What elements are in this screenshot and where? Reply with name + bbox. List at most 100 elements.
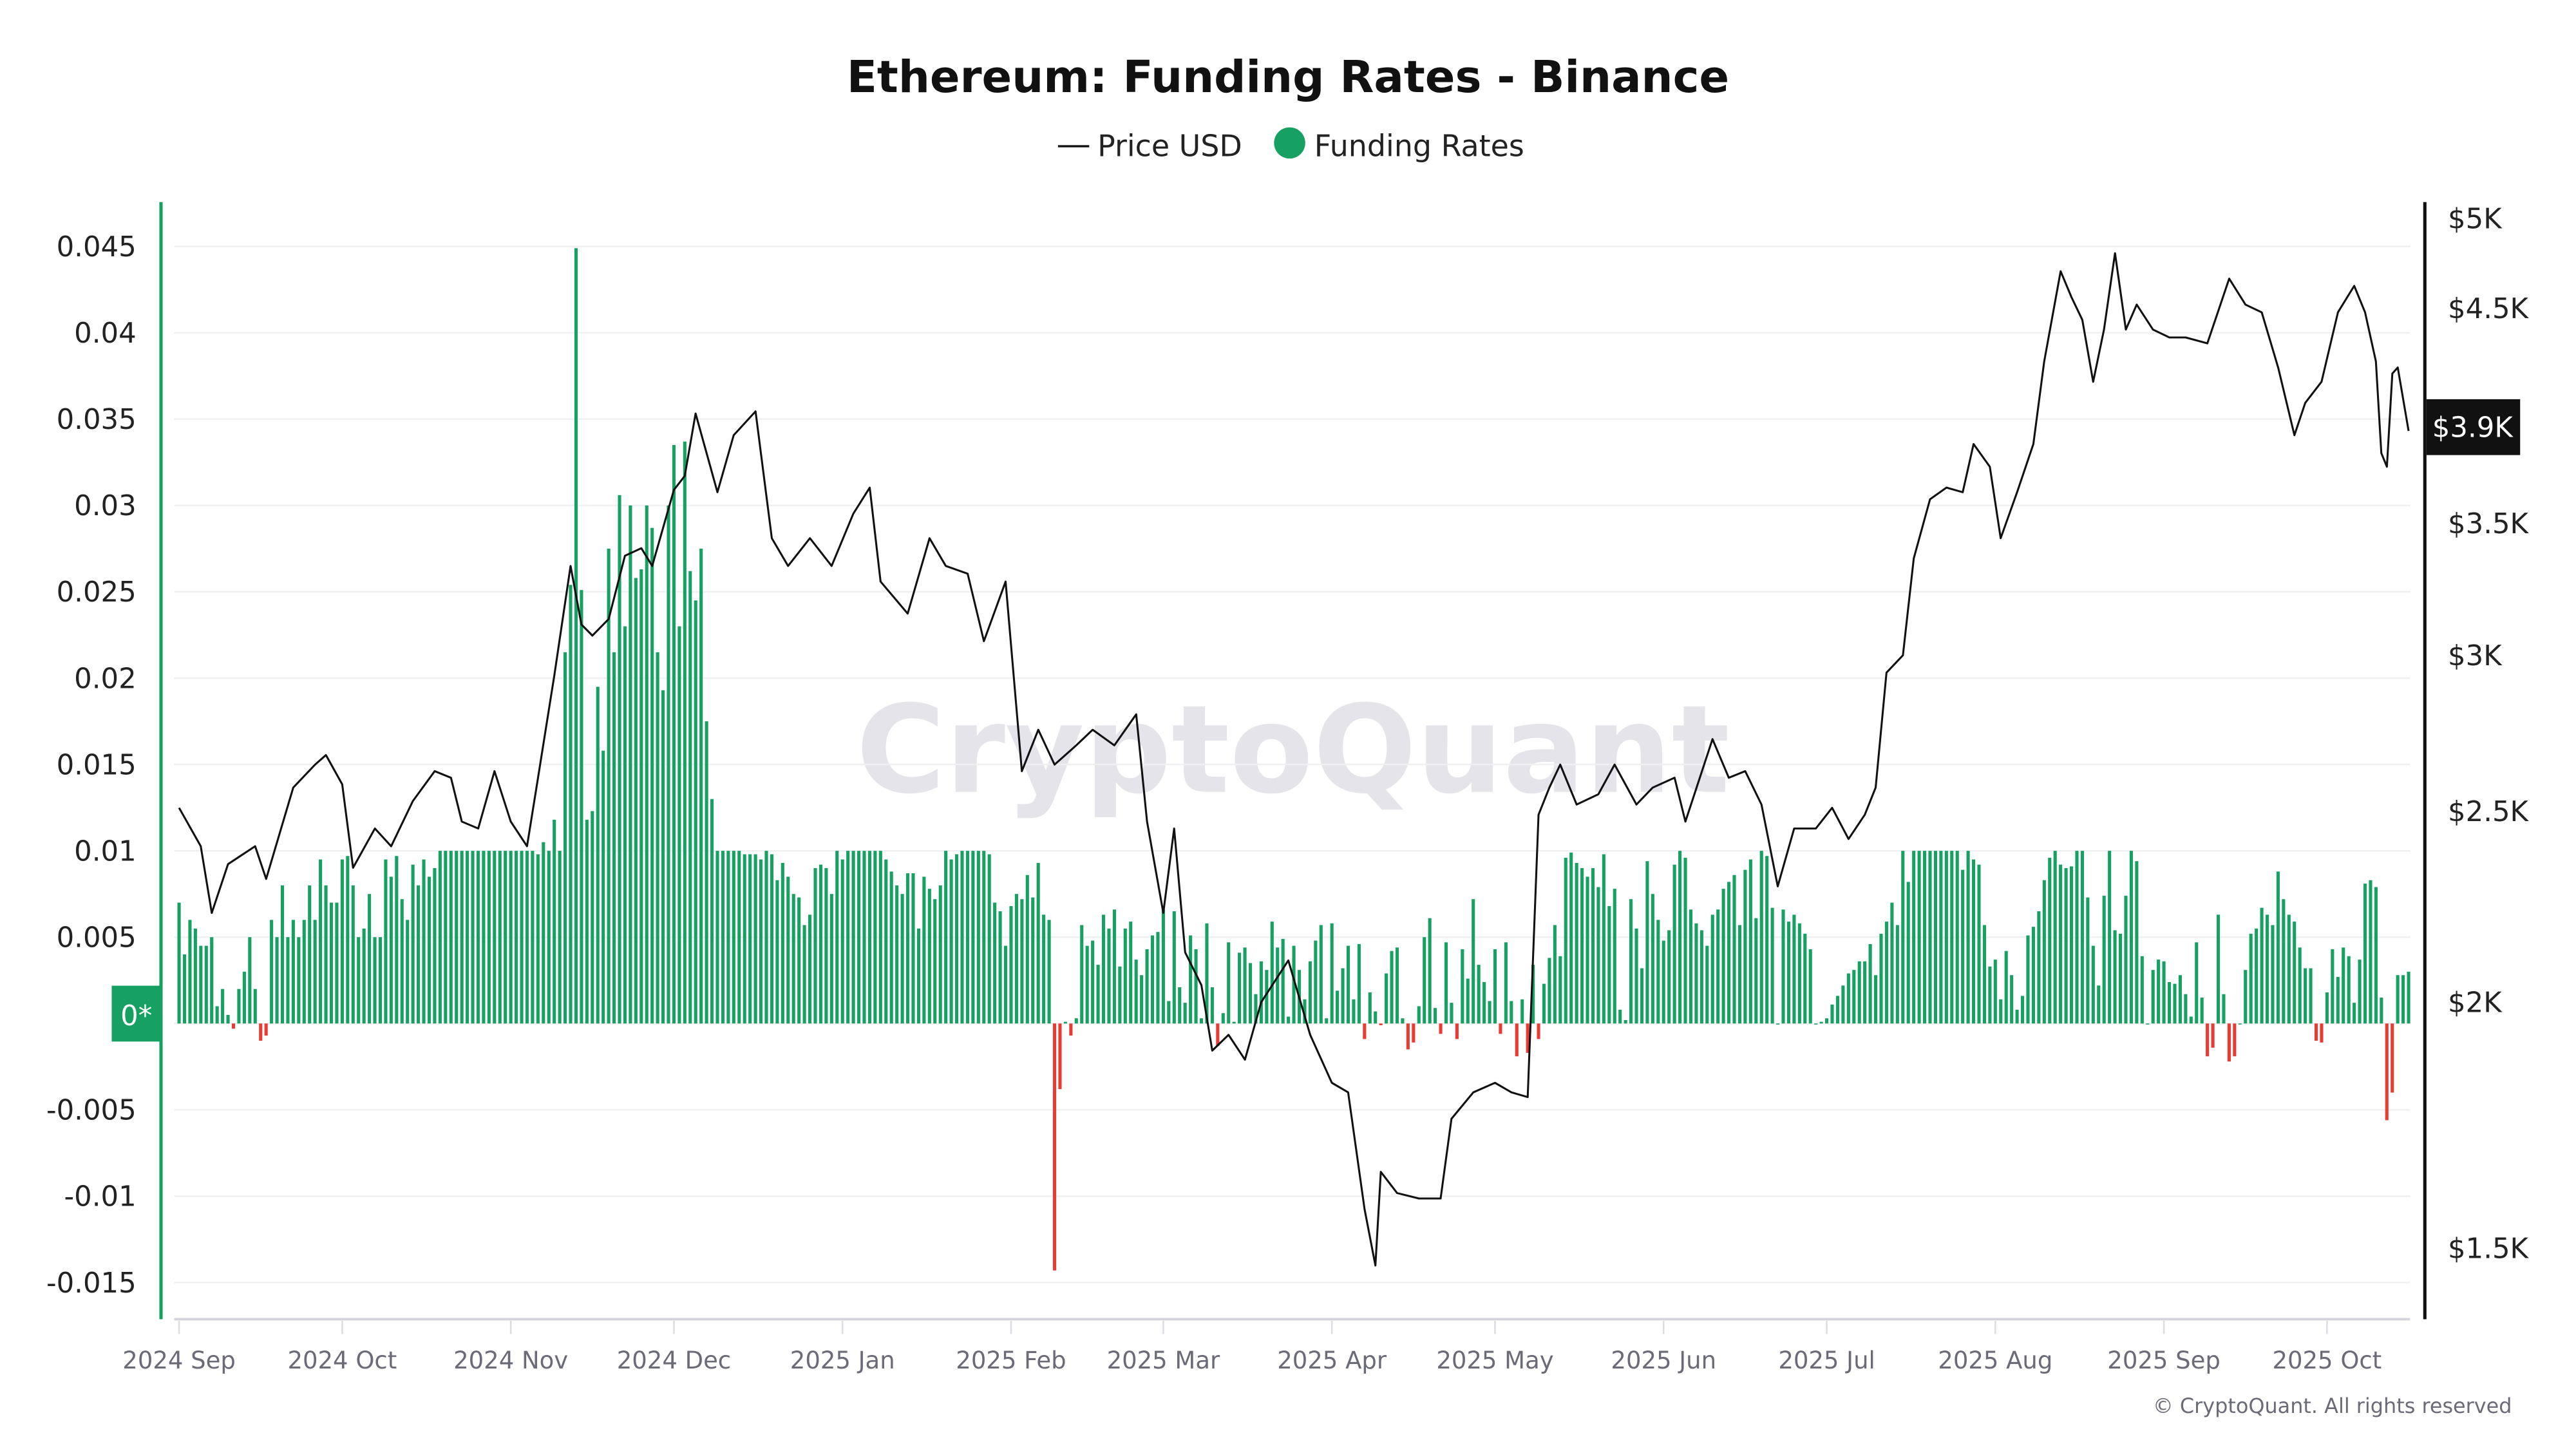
funding-bar-positive bbox=[1727, 882, 1731, 1024]
funding-bar-positive bbox=[1955, 851, 1959, 1024]
funding-bar-positive bbox=[319, 859, 323, 1024]
funding-bar-positive bbox=[1531, 965, 1535, 1024]
funding-bar-positive bbox=[650, 527, 654, 1024]
funding-bar-positive bbox=[884, 859, 888, 1024]
funding-bar-positive bbox=[2293, 922, 2297, 1024]
funding-bar-positive bbox=[2336, 976, 2340, 1024]
funding-bar-positive bbox=[2118, 933, 2123, 1024]
funding-bar-positive bbox=[1036, 862, 1040, 1024]
funding-bar-positive bbox=[2369, 880, 2372, 1024]
funding-bar-positive bbox=[400, 899, 404, 1024]
funding-bar-positive bbox=[417, 885, 421, 1024]
x-tick-label: 2025 Sep bbox=[2107, 1347, 2221, 1374]
funding-bar-negative bbox=[1515, 1023, 1519, 1057]
funding-bar-positive bbox=[1423, 937, 1426, 1024]
funding-bar-positive bbox=[612, 652, 616, 1024]
right-tick-label: $3K bbox=[2448, 640, 2503, 672]
funding-bar-negative bbox=[2206, 1023, 2210, 1057]
funding-bar-negative bbox=[2211, 1023, 2215, 1048]
funding-bar-positive bbox=[2059, 864, 2063, 1024]
funding-bar-positive bbox=[2216, 914, 2221, 1024]
funding-bar-positive bbox=[2108, 851, 2112, 1024]
funding-bar-positive bbox=[1450, 1003, 1454, 1024]
funding-bar-positive bbox=[368, 894, 372, 1024]
price-line bbox=[178, 252, 2410, 1267]
funding-bar-positive bbox=[1199, 1018, 1204, 1024]
funding-bar-positive bbox=[1493, 949, 1497, 1024]
funding-bar-positive bbox=[1003, 945, 1008, 1024]
funding-bar-positive bbox=[1243, 947, 1247, 1024]
funding-bar-positive bbox=[1020, 899, 1024, 1024]
funding-bar-negative bbox=[231, 1023, 236, 1029]
funding-bar-positive bbox=[2222, 994, 2226, 1024]
funding-bar-positive bbox=[1368, 992, 1372, 1024]
funding-bar-positive bbox=[1167, 1001, 1171, 1024]
funding-bar-positive bbox=[618, 495, 621, 1024]
x-axis-ticks: 2024 Sep 2024 Oct 2024 Nov 2024 Dec 2025 Jan… bbox=[122, 1321, 2382, 1374]
funding-bar-positive bbox=[1895, 925, 1899, 1024]
funding-bar-positive bbox=[1014, 894, 1018, 1024]
funding-bar-positive bbox=[802, 925, 806, 1024]
funding-bar-positive bbox=[1770, 907, 1774, 1024]
funding-bar-negative bbox=[1455, 1023, 1459, 1039]
funding-bar-positive bbox=[1352, 999, 1356, 1024]
funding-bar-negative bbox=[1058, 1023, 1062, 1090]
funding-bar-positive bbox=[2309, 968, 2313, 1024]
funding-bar-positive bbox=[846, 851, 850, 1024]
funding-bar-positive bbox=[487, 851, 491, 1024]
funding-bar-positive bbox=[851, 851, 855, 1024]
funding-bar-positive bbox=[726, 851, 730, 1024]
funding-bar-positive bbox=[2162, 961, 2166, 1024]
funding-bar-positive bbox=[1852, 970, 1856, 1024]
funding-bar-positive bbox=[1716, 909, 1720, 1024]
funding-bar-positive bbox=[1797, 923, 1801, 1024]
funding-bar-positive bbox=[1830, 1004, 1834, 1024]
funding-bar-positive bbox=[1765, 856, 1769, 1024]
funding-bar-positive bbox=[302, 920, 306, 1024]
funding-bar-positive bbox=[1977, 864, 1981, 1024]
left-tick-label: -0.015 bbox=[46, 1267, 137, 1300]
funding-bar-positive bbox=[1303, 999, 1307, 1024]
funding-bar-positive bbox=[2069, 866, 2074, 1024]
funding-bar-positive bbox=[1835, 996, 1839, 1024]
funding-bar-positive bbox=[987, 854, 991, 1024]
funding-bar-positive bbox=[2064, 867, 2068, 1024]
funding-bar-negative bbox=[2233, 1023, 2237, 1057]
funding-bar-positive bbox=[471, 851, 475, 1024]
funding-bar-positive bbox=[797, 897, 801, 1024]
funding-bar-positive bbox=[2102, 895, 2106, 1024]
funding-bar-positive bbox=[857, 851, 861, 1024]
legend-item-funding[interactable]: Funding Rates bbox=[1274, 127, 1524, 164]
funding-bar-negative bbox=[1363, 1023, 1367, 1039]
funding-bar-positive bbox=[1232, 1021, 1236, 1024]
funding-bars bbox=[177, 248, 2410, 1271]
funding-bar-positive bbox=[1428, 918, 1432, 1024]
funding-bar-positive bbox=[1966, 851, 1970, 1024]
funding-bar-positive bbox=[2200, 998, 2204, 1024]
funding-bar-positive bbox=[1814, 1023, 1818, 1025]
x-tick-label: 2025 Mar bbox=[1107, 1347, 1220, 1374]
funding-bar-positive bbox=[1292, 945, 1296, 1024]
left-tick-label: 0.005 bbox=[57, 922, 137, 954]
funding-bar-positive bbox=[813, 867, 817, 1024]
funding-bar-positive bbox=[455, 851, 459, 1024]
funding-bar-positive bbox=[1928, 851, 1932, 1024]
funding-bar-positive bbox=[998, 911, 1002, 1024]
funding-bar-positive bbox=[1548, 958, 1551, 1024]
funding-bar-positive bbox=[1281, 938, 1285, 1024]
funding-bar-positive bbox=[677, 626, 681, 1024]
funding-bar-positive bbox=[1417, 1006, 1421, 1024]
funding-bar-positive bbox=[775, 880, 779, 1024]
funding-bar-positive bbox=[911, 873, 915, 1024]
funding-bar-negative bbox=[1052, 1023, 1057, 1271]
grid-lines bbox=[174, 245, 2410, 1283]
funding-bar-positive bbox=[1825, 1018, 1829, 1024]
funding-bar-positive bbox=[1047, 920, 1051, 1024]
legend: Price USD Funding Rates bbox=[1057, 127, 1524, 164]
funding-bar-positive bbox=[1629, 899, 1633, 1024]
funding-bar-positive bbox=[1683, 857, 1687, 1024]
x-tick-label: 2025 May bbox=[1436, 1347, 1553, 1374]
funding-bar-positive bbox=[954, 854, 959, 1024]
legend-item-price[interactable]: Price USD bbox=[1057, 128, 1242, 163]
funding-bar-positive bbox=[2271, 925, 2275, 1024]
